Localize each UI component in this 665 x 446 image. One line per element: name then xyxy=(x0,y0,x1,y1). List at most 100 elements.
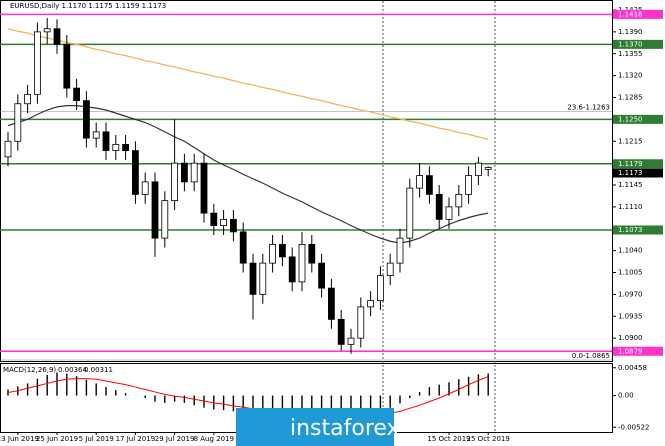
candle-body xyxy=(337,318,345,345)
y-tick-label: 1.1320 xyxy=(618,72,643,80)
candle-body xyxy=(308,243,316,264)
candle-body xyxy=(416,175,424,189)
candle-body xyxy=(278,243,286,258)
watermark-text: instaforex xyxy=(290,416,400,441)
candle-body xyxy=(484,167,492,170)
candle-body xyxy=(367,300,375,308)
level-label: 1.1370 xyxy=(618,40,643,48)
y-tick-label: 1.0970 xyxy=(618,290,643,298)
level-label: 1.1418 xyxy=(618,10,643,18)
level-label: 1.0879 xyxy=(618,347,643,355)
level-label: 1.1250 xyxy=(618,115,643,123)
candle-body xyxy=(288,256,296,283)
x-tick-label: 5 Jul 2019 xyxy=(79,435,114,443)
candle-body xyxy=(298,243,306,283)
candle-body xyxy=(425,175,433,195)
candle-body xyxy=(386,262,394,277)
candle-body xyxy=(122,143,129,152)
level-label-box xyxy=(613,225,663,235)
chart-header: EURUSD,Daily 1.1170 1.1175 1.1159 1.1173 xyxy=(10,2,166,10)
y-tick-label: 1.1145 xyxy=(618,181,643,189)
current-price-box xyxy=(613,168,663,178)
candle-body xyxy=(83,100,90,139)
level-label-box xyxy=(613,9,663,19)
level-label-box xyxy=(613,159,663,169)
candle-body xyxy=(376,275,384,302)
candle-body xyxy=(14,103,22,142)
level-label: 1.1179 xyxy=(618,160,643,168)
watermark-box xyxy=(236,408,394,446)
candle-body xyxy=(43,28,51,33)
candle-body xyxy=(396,237,404,264)
current-price-label: 1.1173 xyxy=(618,169,643,177)
candle-body xyxy=(180,162,188,183)
y-tick-label: 1.1110 xyxy=(618,203,643,211)
y-tick-label: 1.0935 xyxy=(618,312,643,320)
candle-body xyxy=(200,162,208,214)
macd-signal-value: 0.00311 xyxy=(84,366,113,374)
fibo-label: 23.6-1.1263 xyxy=(567,103,610,111)
candle-body xyxy=(112,143,120,152)
y-tick-label: 1.1285 xyxy=(618,94,643,102)
y-tick-label: 1.1215 xyxy=(618,137,643,145)
candle-body xyxy=(249,262,257,295)
candle-body xyxy=(161,200,169,239)
level-label-box xyxy=(613,39,663,49)
y-tick-label: 1.1040 xyxy=(618,247,643,255)
y-tick-label: 1.0900 xyxy=(618,334,643,342)
candle-body xyxy=(102,131,110,152)
price-panel xyxy=(0,0,613,362)
candle-body xyxy=(229,218,237,233)
x-tick-label: 15 Oct 2019 xyxy=(427,435,470,443)
y-tick-label: 0.00458 xyxy=(618,364,647,372)
candle-body xyxy=(318,262,326,289)
x-tick-label: 25 Jun 2019 xyxy=(36,435,78,443)
candle-body xyxy=(210,212,218,227)
candle-body xyxy=(465,175,473,195)
indicator-line xyxy=(7,28,489,140)
x-tick-label: 25 Oct 2019 xyxy=(467,435,510,443)
candle-body xyxy=(190,162,198,183)
candle-body xyxy=(53,28,61,45)
candle-body xyxy=(357,306,365,339)
candle-body xyxy=(474,162,482,177)
candle-body xyxy=(63,43,71,89)
candle-body xyxy=(131,150,139,195)
candle-body xyxy=(327,287,335,320)
x-tick-label: 29 Jul 2019 xyxy=(155,435,195,443)
candle-body xyxy=(406,187,414,239)
y-tick-label: -0.00522 xyxy=(618,423,649,431)
candle-body xyxy=(347,337,355,345)
macd-value: 0.00364 xyxy=(58,366,87,374)
fibo-label: 0.0-1.0865 xyxy=(572,352,610,360)
candle-body xyxy=(151,181,159,239)
candle-body xyxy=(239,231,247,264)
x-tick-label: 13 Jun 2019 xyxy=(0,435,39,443)
candle-body xyxy=(435,193,443,220)
level-label-box xyxy=(613,346,663,356)
y-tick-label: 0.00 xyxy=(618,392,634,400)
candle-body xyxy=(455,193,463,208)
x-tick-label: 17 Jul 2019 xyxy=(116,435,156,443)
candle-body xyxy=(269,243,277,264)
candle-body xyxy=(92,131,100,139)
y-tick-label: 1.1390 xyxy=(618,28,643,36)
candle-body xyxy=(34,31,41,95)
y-tick-label: 1.1005 xyxy=(618,269,643,277)
macd-title: MACD(12,26,9) xyxy=(3,366,56,374)
candle-body xyxy=(141,181,149,195)
y-tick-label: 1.1355 xyxy=(618,50,643,58)
candle-body xyxy=(4,140,12,158)
candle-body xyxy=(220,218,228,227)
x-tick-label: 8 Aug 2019 xyxy=(194,435,234,443)
watermark: instaforex xyxy=(236,408,400,446)
level-label-box xyxy=(613,114,663,124)
level-label: 1.1073 xyxy=(618,226,643,234)
candle-body xyxy=(259,262,267,295)
candle-body xyxy=(445,206,453,220)
candle-body xyxy=(73,87,80,102)
candle-body xyxy=(24,93,32,105)
candle-body xyxy=(171,162,179,202)
